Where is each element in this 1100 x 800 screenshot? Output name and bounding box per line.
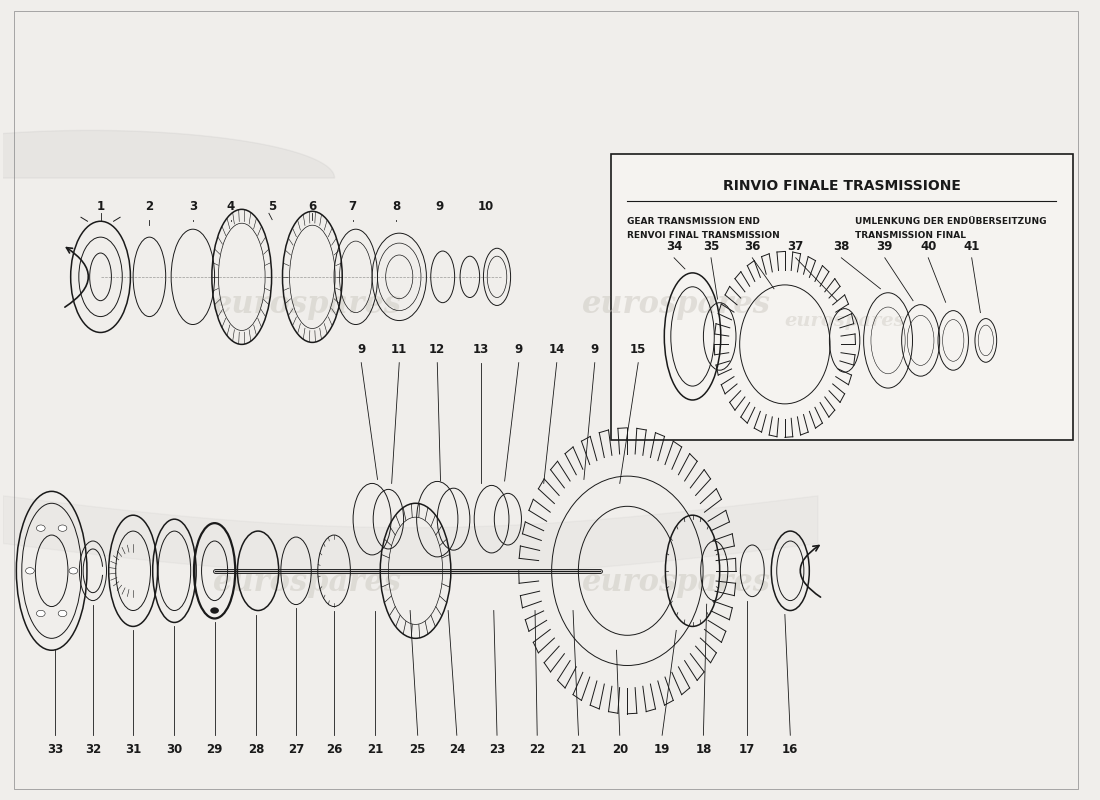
Text: 27: 27 xyxy=(288,743,305,756)
Circle shape xyxy=(58,610,67,617)
Text: 6: 6 xyxy=(308,200,317,214)
Text: 21: 21 xyxy=(571,743,586,756)
Circle shape xyxy=(25,568,34,574)
Text: 19: 19 xyxy=(653,743,670,756)
Text: 40: 40 xyxy=(920,240,936,253)
Text: TRANSMISSION FINAL: TRANSMISSION FINAL xyxy=(856,231,967,240)
Text: 34: 34 xyxy=(666,240,682,253)
Text: eurospares: eurospares xyxy=(582,567,771,598)
Text: 5: 5 xyxy=(268,200,276,214)
Text: 35: 35 xyxy=(703,240,719,253)
Text: 31: 31 xyxy=(125,743,141,756)
Text: 23: 23 xyxy=(488,743,505,756)
Text: 15: 15 xyxy=(630,343,647,356)
Text: 9: 9 xyxy=(515,343,522,356)
FancyBboxPatch shape xyxy=(612,154,1072,440)
Text: 26: 26 xyxy=(326,743,342,756)
Text: RINVIO FINALE TRASMISSIONE: RINVIO FINALE TRASMISSIONE xyxy=(723,178,960,193)
Circle shape xyxy=(36,525,45,531)
Circle shape xyxy=(210,607,219,614)
Circle shape xyxy=(58,525,67,531)
Text: 9: 9 xyxy=(591,343,598,356)
Text: 36: 36 xyxy=(744,240,760,253)
Text: 4: 4 xyxy=(227,200,235,214)
Text: 3: 3 xyxy=(189,200,197,214)
Text: 18: 18 xyxy=(695,743,712,756)
Text: 17: 17 xyxy=(739,743,755,756)
Text: 9: 9 xyxy=(358,343,365,356)
Text: 13: 13 xyxy=(473,343,488,356)
Text: 20: 20 xyxy=(612,743,628,756)
Text: GEAR TRANSMISSION END: GEAR TRANSMISSION END xyxy=(627,217,760,226)
Text: 24: 24 xyxy=(449,743,465,756)
Text: 8: 8 xyxy=(392,200,400,214)
Text: eurospares: eurospares xyxy=(582,289,771,320)
Text: eurospares: eurospares xyxy=(784,311,905,330)
Text: 30: 30 xyxy=(166,743,183,756)
Text: 2: 2 xyxy=(145,200,154,214)
Text: RENVOI FINAL TRANSMISSION: RENVOI FINAL TRANSMISSION xyxy=(627,231,780,240)
Text: 37: 37 xyxy=(788,240,804,253)
Text: 33: 33 xyxy=(47,743,63,756)
Text: 21: 21 xyxy=(367,743,384,756)
Text: 11: 11 xyxy=(392,343,407,356)
Text: 10: 10 xyxy=(478,200,494,214)
Text: 32: 32 xyxy=(85,743,101,756)
Text: 41: 41 xyxy=(964,240,980,253)
Circle shape xyxy=(36,610,45,617)
Text: UMLENKUNG DER ENDÜBERSEITZUNG: UMLENKUNG DER ENDÜBERSEITZUNG xyxy=(856,217,1047,226)
Text: 39: 39 xyxy=(877,240,893,253)
Text: 29: 29 xyxy=(207,743,223,756)
Text: 25: 25 xyxy=(409,743,426,756)
Text: 1: 1 xyxy=(97,200,104,214)
Text: 14: 14 xyxy=(549,343,565,356)
Text: 28: 28 xyxy=(248,743,264,756)
Text: eurospares: eurospares xyxy=(212,567,402,598)
Text: 38: 38 xyxy=(833,240,849,253)
Text: 7: 7 xyxy=(349,200,356,214)
Text: 22: 22 xyxy=(529,743,546,756)
Circle shape xyxy=(69,568,78,574)
Text: eurospares: eurospares xyxy=(212,289,402,320)
Text: 16: 16 xyxy=(782,743,799,756)
Text: 12: 12 xyxy=(429,343,446,356)
Text: 9: 9 xyxy=(436,200,443,214)
